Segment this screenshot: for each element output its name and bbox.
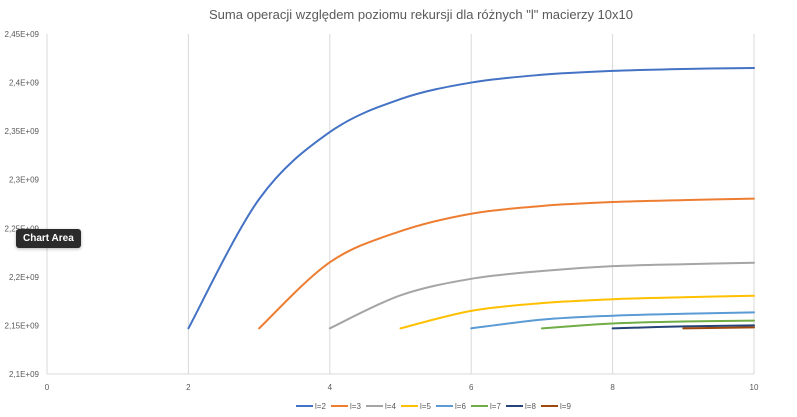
series-line-l=4[interactable] [328,261,755,330]
y-tick-label: 2,15E+09 [5,321,40,330]
x-tick-label: 6 [469,383,474,392]
series-line-l=5[interactable] [399,294,755,330]
series-lines[interactable] [187,67,755,330]
gridlines [46,34,755,374]
legend-label-l=7: l=7 [490,402,501,411]
series-line-l=2[interactable] [187,67,755,330]
x-tick-label: 10 [750,383,759,392]
y-tick-label: 2,45E+09 [5,30,40,39]
chart-area-tooltip: Chart Area [16,229,81,248]
y-tick-label: 2,4E+09 [9,79,40,88]
y-tick-label: 2,25E+09 [5,224,40,233]
legend-label-l=5: l=5 [420,402,431,411]
legend-label-l=6: l=6 [455,402,466,411]
y-tick-label: 2,35E+09 [5,127,40,136]
x-tick-label: 8 [610,383,615,392]
legend[interactable]: l=2 l=3 l=4 l=5 l=6 l=7 l=8 l=9 [296,402,571,411]
x-axis-ticks: 0 2 4 6 8 10 [45,383,759,392]
y-axis-ticks: 2,1E+09 2,15E+09 2,2E+09 2,25E+09 2,3E+09 2,3… [5,30,40,379]
y-tick-label: 2,2E+09 [9,273,40,282]
x-tick-label: 4 [328,383,333,392]
series-line-l=8[interactable] [611,324,755,330]
chart-title: Suma operacji względem poziomu rekursji … [209,7,633,22]
y-tick-label: 2,1E+09 [9,370,40,379]
legend-label-l=9: l=9 [560,402,571,411]
legend-label-l=8: l=8 [525,402,536,411]
series-line-l=3[interactable] [258,197,755,330]
legend-label-l=2: l=2 [315,402,326,411]
y-tick-label: 2,3E+09 [9,176,40,185]
x-tick-label: 2 [186,383,191,392]
series-line-l=9[interactable] [682,326,755,330]
series-line-l=7[interactable] [540,319,755,330]
legend-label-l=3: l=3 [350,402,361,411]
legend-label-l=4: l=4 [385,402,396,411]
series-line-l=6[interactable] [470,311,755,330]
x-tick-label: 0 [45,383,50,392]
